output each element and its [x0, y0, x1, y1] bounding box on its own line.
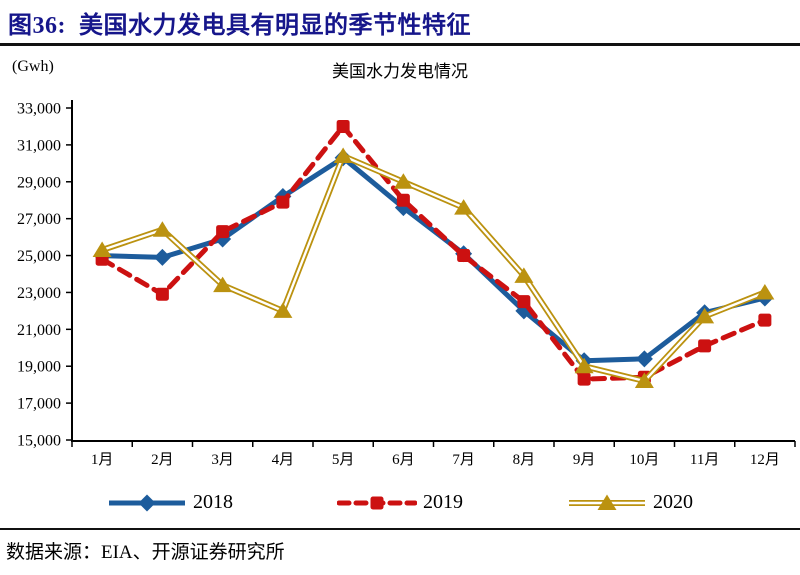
y-tick-label: 15,000: [17, 433, 61, 450]
series-2019-marker: [155, 287, 169, 301]
chart-title: 美国水力发电情况: [332, 62, 468, 81]
y-axis-unit-label: (Gwh): [12, 58, 54, 75]
series-2020-line: [101, 153, 767, 384]
series-2019-marker: [216, 225, 230, 239]
legend-marker: [597, 494, 617, 510]
y-tick-label: 21,000: [17, 322, 61, 339]
series-2020-marker: [514, 267, 534, 283]
series-2018-marker: [635, 350, 653, 368]
series-2020-marker: [333, 147, 353, 163]
series-2019-marker: [276, 195, 290, 209]
x-tick-label: 5月: [332, 452, 355, 468]
series-2020-line-inner: [101, 154, 766, 383]
y-tick-label: 29,000: [17, 174, 61, 191]
legend-swatch-2019-icon: [337, 496, 417, 509]
x-tick-label: 1月: [91, 452, 114, 468]
series-2020-marker: [213, 276, 233, 293]
legend-label-2018: 2018: [193, 491, 233, 513]
series-2020-marker: [393, 173, 413, 189]
x-tick-label: 3月: [211, 452, 234, 468]
series-2020-marker: [92, 241, 112, 258]
x-tick-label: 6月: [392, 452, 415, 468]
y-tick-label: 25,000: [17, 248, 61, 265]
source-text: 数据来源：EIA、开源证券研究所: [6, 542, 285, 563]
chart-legend: 2018 2019 2020: [0, 491, 800, 514]
series-2019-marker: [698, 339, 712, 353]
y-tick-label: 19,000: [17, 359, 61, 376]
series-2020: [92, 147, 775, 388]
series-2019-marker: [396, 193, 410, 207]
legend-item-2019: 2019: [337, 491, 463, 514]
y-tick-label: 17,000: [17, 396, 61, 413]
figure-title: 图36: 美国水力发电具有明显的季节性特征: [8, 13, 471, 39]
series-2019-marker: [517, 295, 531, 309]
x-tick-label: 4月: [272, 452, 295, 468]
x-tick-label: 10月: [629, 452, 659, 468]
y-tick-label: 27,000: [17, 211, 61, 228]
legend-label-2019: 2019: [423, 491, 463, 513]
legend-label-2020: 2020: [653, 491, 693, 513]
series-2018-line: [102, 155, 766, 364]
series-2020-marker: [695, 307, 715, 324]
x-tick-label: 7月: [452, 452, 475, 468]
top-divider: [0, 43, 800, 46]
x-tick-label: 11月: [690, 452, 719, 468]
x-tick-label: 9月: [573, 452, 596, 468]
legend-item-2020: 2020: [567, 491, 693, 514]
bottom-divider: [0, 528, 800, 530]
series-2019-marker: [577, 372, 591, 386]
y-tick-label: 31,000: [17, 137, 61, 154]
series-2020-marker: [755, 283, 775, 300]
x-tick-label: 2月: [151, 452, 174, 468]
series-2020-marker: [454, 199, 474, 215]
y-tick-label: 23,000: [17, 285, 61, 302]
series-2019-marker: [336, 119, 350, 133]
series-2020-marker: [273, 302, 293, 318]
x-tick-label: 8月: [513, 452, 536, 468]
series-2018-marker: [153, 248, 171, 266]
legend-marker: [138, 494, 156, 511]
legend-item-2018: 2018: [107, 491, 233, 514]
y-tick-label: 33,000: [17, 101, 61, 118]
series-2020-marker: [152, 221, 172, 237]
series-2019-marker: [457, 249, 471, 263]
series-2019: [95, 119, 772, 386]
x-tick-label: 12月: [750, 452, 780, 468]
series-2019-marker: [758, 313, 772, 327]
legend-swatch-2020-icon: [569, 494, 645, 510]
series-2020-marker: [634, 372, 654, 388]
legend-marker: [370, 496, 384, 509]
legend-swatch-2018-icon: [109, 494, 185, 511]
series-2020-marker: [574, 357, 594, 374]
